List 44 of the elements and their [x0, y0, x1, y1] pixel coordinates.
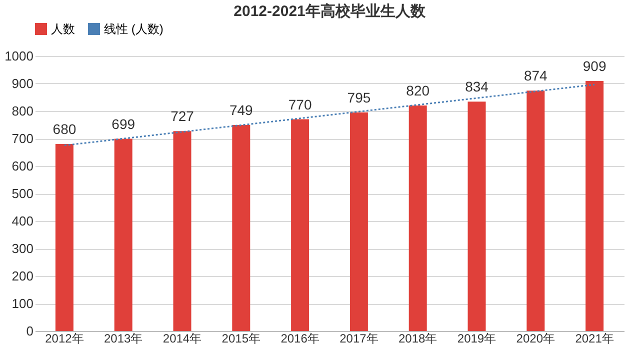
- x-tick-label: 2014年: [162, 332, 202, 346]
- bar: [526, 90, 545, 331]
- data-label: 727: [170, 108, 194, 124]
- data-label: 909: [582, 58, 606, 74]
- bar: [350, 112, 368, 331]
- y-tick-label: 700: [12, 131, 34, 146]
- data-label: 820: [406, 82, 430, 98]
- legend-label: 线性 (人数): [104, 22, 164, 36]
- data-label: 874: [524, 68, 548, 84]
- bar: [55, 144, 74, 331]
- y-tick-label: 200: [12, 268, 34, 284]
- y-tick-label: 1000: [4, 48, 34, 64]
- data-label: 680: [52, 121, 76, 137]
- data-label: 770: [288, 96, 312, 112]
- x-tick-label: 2016年: [280, 332, 320, 346]
- chart-title: 2012-2021年高校毕业生人数: [234, 2, 426, 20]
- y-tick-label: 300: [12, 241, 34, 256]
- bar: [232, 125, 250, 331]
- x-tick-label: 2015年: [222, 332, 260, 346]
- data-label: 834: [465, 78, 489, 95]
- x-tick-label: 2021年: [575, 332, 614, 346]
- bar: [291, 119, 310, 331]
- y-tick-label: 400: [12, 214, 34, 228]
- y-tick-label: 100: [12, 296, 34, 311]
- bar: [408, 106, 427, 331]
- data-label: 795: [347, 89, 371, 106]
- x-tick-label: 2012年: [45, 332, 84, 346]
- y-tick-label: 800: [12, 104, 34, 118]
- x-tick-label: 2013年: [104, 332, 143, 346]
- y-tick-label: 900: [12, 76, 34, 91]
- data-label: 699: [112, 116, 136, 132]
- bar: [114, 138, 132, 331]
- x-tick-label: 2019年: [457, 332, 496, 346]
- bar: [586, 81, 604, 331]
- x-tick-label: 2017年: [340, 332, 378, 346]
- y-tick-label: 0: [26, 324, 34, 338]
- x-tick-label: 2020年: [516, 332, 555, 346]
- bar: [468, 102, 486, 331]
- bar: [173, 131, 192, 331]
- x-tick-label: 2018年: [398, 332, 438, 346]
- legend-label: 人数: [51, 22, 75, 36]
- y-tick-label: 500: [12, 186, 34, 201]
- data-label: 749: [229, 102, 254, 118]
- y-tick-label: 600: [12, 158, 34, 174]
